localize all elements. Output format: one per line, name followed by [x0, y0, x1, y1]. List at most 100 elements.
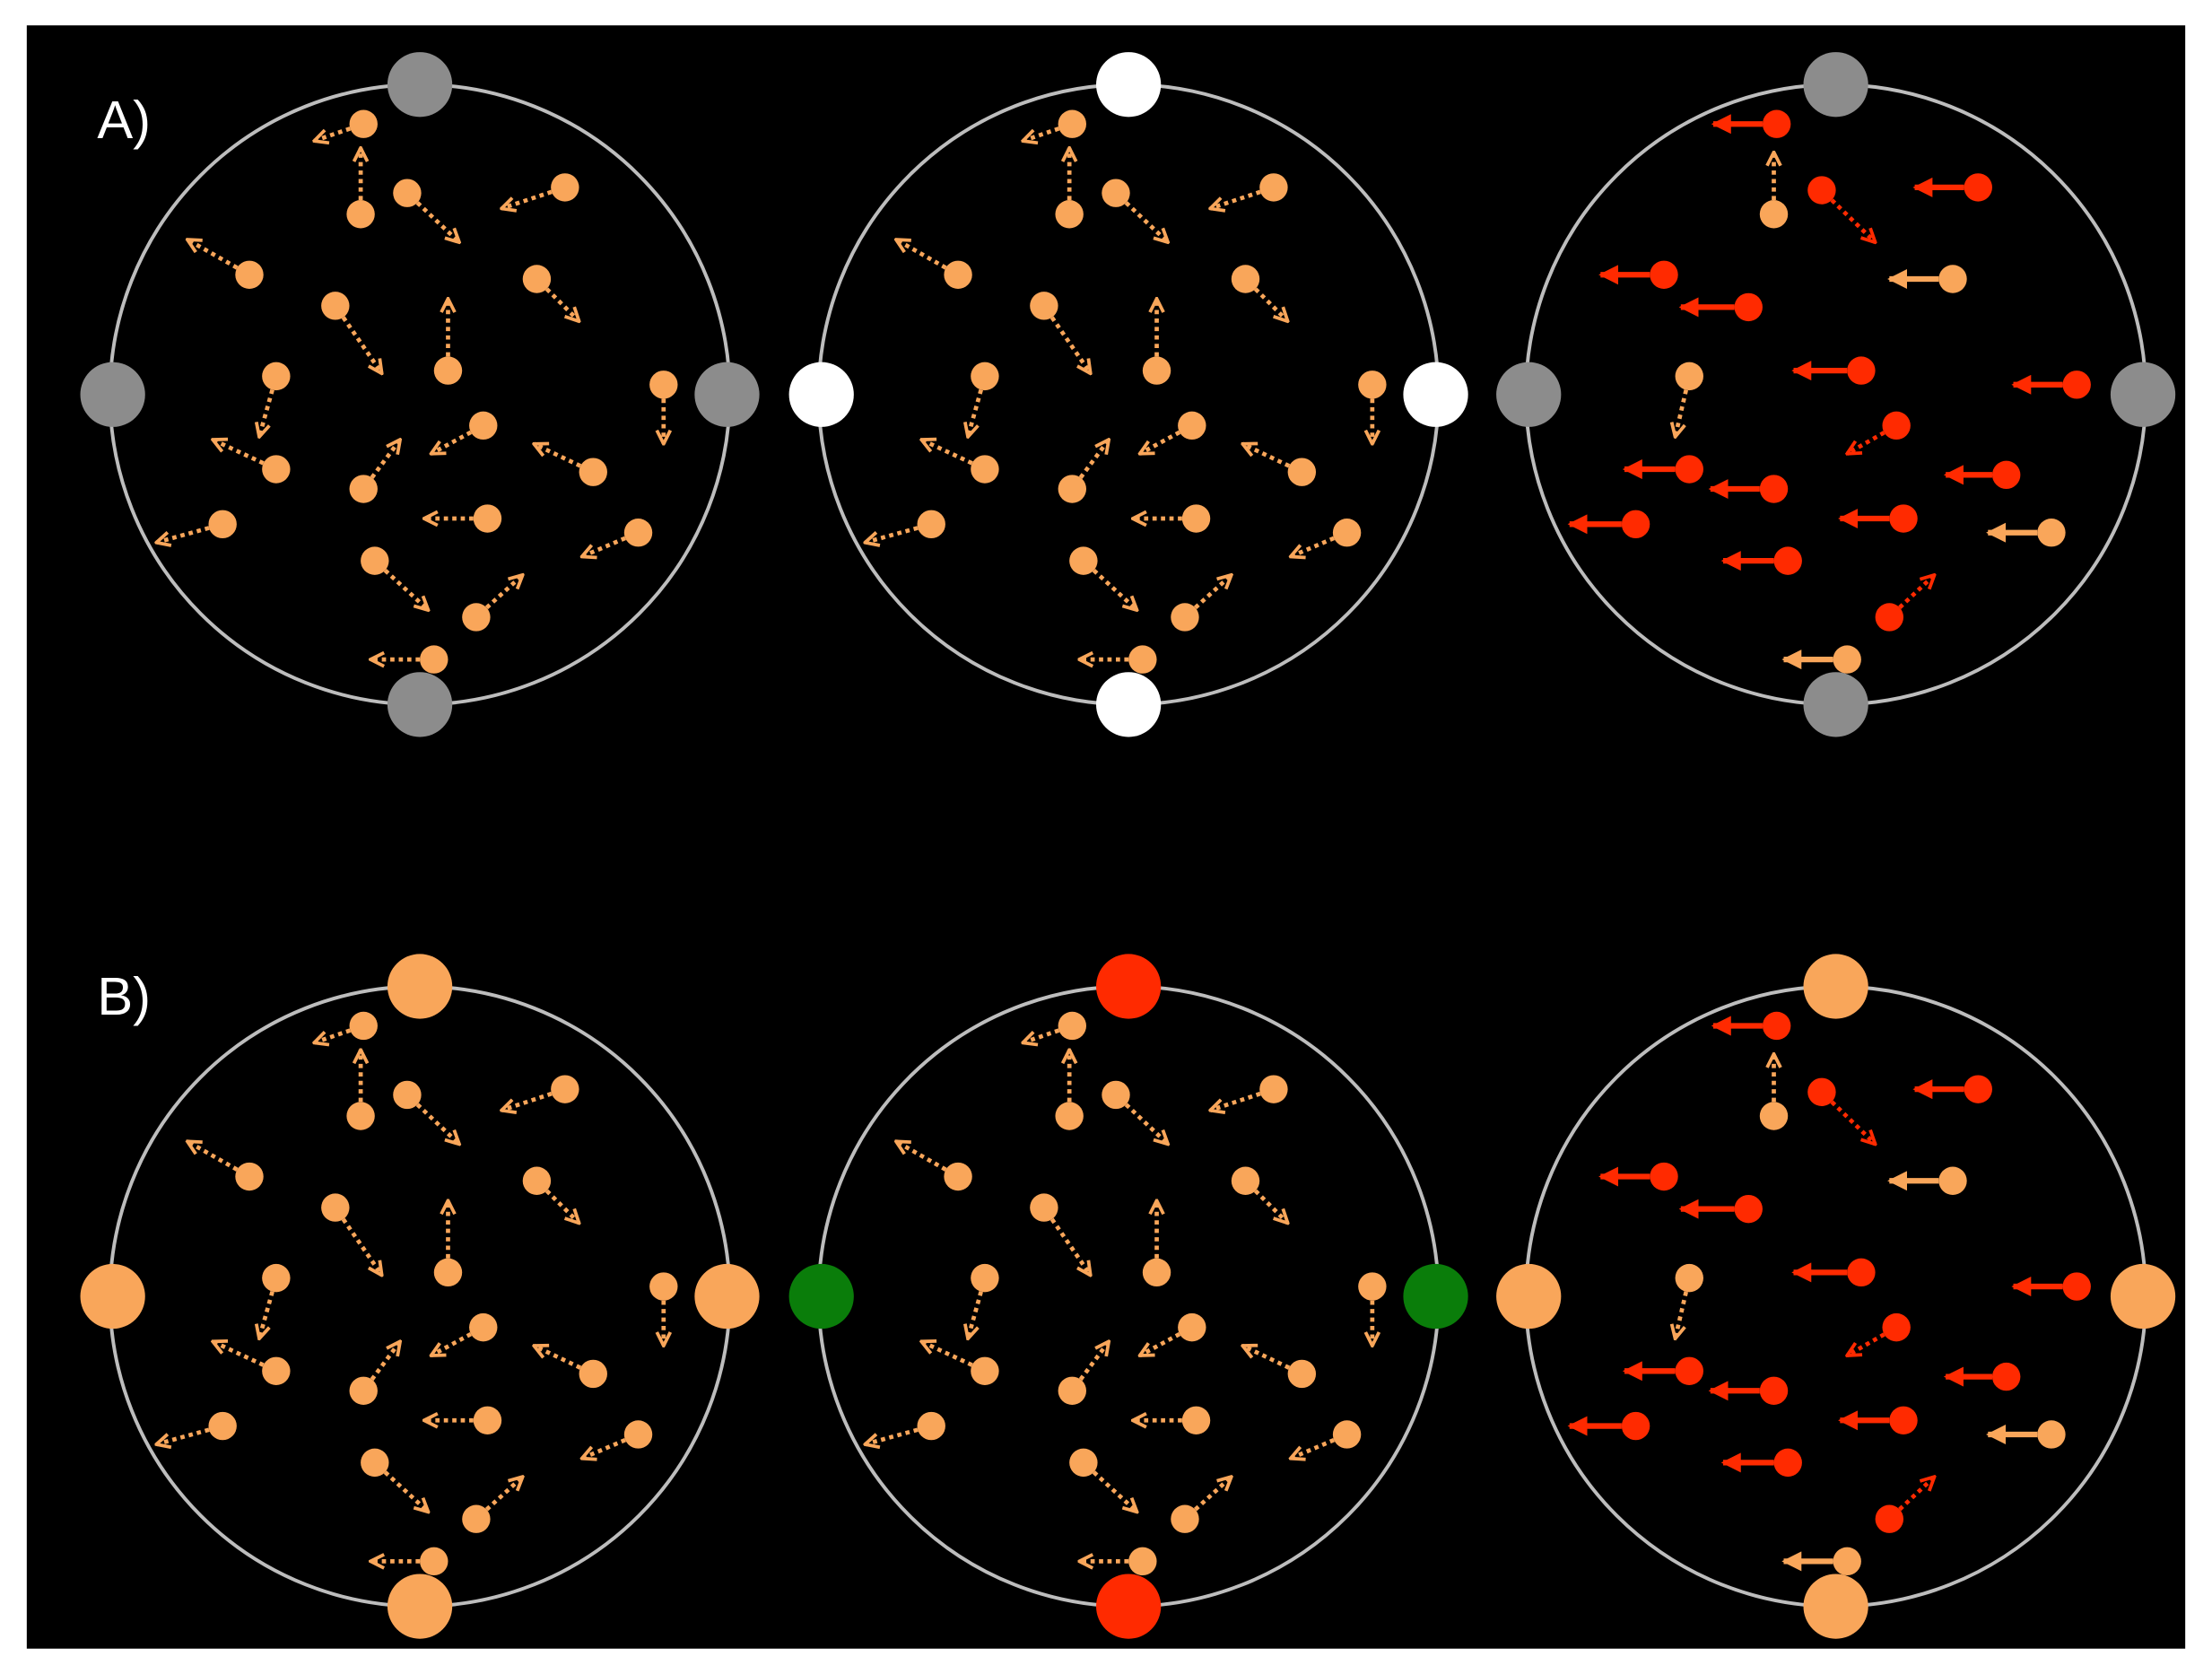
agent — [349, 1011, 378, 1041]
agent — [1807, 176, 1836, 205]
agent — [1181, 504, 1211, 533]
agent — [349, 109, 378, 138]
agent — [1171, 1504, 1199, 1533]
arrow — [501, 1091, 553, 1111]
arrow — [1210, 1091, 1261, 1111]
boundary-node — [788, 1263, 854, 1330]
agent — [1847, 356, 1876, 385]
agent — [1833, 645, 1861, 674]
background — [26, 25, 2186, 1649]
boundary-node — [2110, 1263, 2176, 1330]
agent — [1991, 1362, 2021, 1391]
agent — [944, 260, 972, 289]
agent — [235, 260, 264, 289]
arrow — [341, 1217, 382, 1275]
agent — [522, 265, 552, 293]
arrow — [314, 126, 352, 141]
agent — [208, 510, 237, 539]
arrow — [1830, 1100, 1875, 1144]
agent — [420, 645, 448, 674]
agent — [462, 1504, 491, 1533]
boundary-node — [1803, 954, 1868, 1019]
arrow — [341, 316, 382, 373]
arrow — [534, 1346, 582, 1370]
boundary-node — [387, 52, 453, 118]
arrow — [1049, 1217, 1091, 1275]
boundary-node — [1096, 1574, 1162, 1639]
arrow — [865, 1427, 919, 1444]
agent — [1128, 1547, 1157, 1576]
arrow — [896, 240, 947, 270]
arrow — [187, 1141, 239, 1172]
agent — [1102, 179, 1130, 207]
agent — [1058, 1376, 1087, 1405]
agent — [1358, 1272, 1387, 1301]
arrow — [1023, 1028, 1060, 1043]
agent — [1773, 1448, 1802, 1478]
agent — [1759, 1376, 1789, 1405]
agent — [349, 1376, 378, 1405]
arrow — [383, 1470, 428, 1512]
arrow — [415, 201, 459, 242]
agent — [1759, 475, 1789, 503]
agent — [1178, 1312, 1206, 1342]
agent — [1069, 1448, 1098, 1478]
agent — [361, 546, 389, 575]
agent — [1675, 362, 1703, 391]
agent — [971, 455, 999, 484]
agent — [469, 1312, 498, 1342]
agent — [1171, 603, 1199, 632]
agent — [1142, 356, 1171, 385]
agent — [321, 292, 350, 320]
agent — [2062, 1272, 2091, 1301]
agent — [2037, 519, 2066, 547]
arrow — [1242, 1346, 1291, 1370]
arrow — [415, 1103, 459, 1144]
boundary-node — [1496, 362, 1562, 427]
agent — [944, 1162, 972, 1191]
arrow — [156, 1427, 210, 1444]
boundary-node — [387, 1574, 453, 1639]
boundary-node — [1496, 1263, 1562, 1330]
agent — [262, 1263, 291, 1293]
boundary-node — [694, 362, 760, 427]
boundary-node — [1803, 672, 1868, 737]
agent — [473, 1406, 502, 1434]
agent — [1058, 109, 1087, 138]
panel-label: B) — [97, 966, 151, 1026]
agent — [1964, 1075, 1992, 1103]
arrow — [1847, 431, 1885, 454]
agent — [1762, 1011, 1791, 1041]
agent — [1055, 200, 1084, 229]
agent — [1762, 109, 1791, 138]
arrow — [431, 430, 473, 456]
arrow — [896, 1141, 947, 1172]
boundary-node — [1096, 954, 1162, 1019]
boundary-node — [387, 954, 453, 1019]
agent — [649, 371, 678, 399]
agent — [208, 1411, 237, 1441]
panel-label: A) — [97, 90, 151, 150]
boundary-node — [387, 672, 453, 737]
arrow — [921, 1341, 973, 1367]
arrow — [1124, 1103, 1168, 1144]
arrow — [314, 1028, 352, 1043]
agent — [393, 179, 422, 207]
agent — [1332, 1420, 1362, 1449]
arrow — [1092, 569, 1136, 610]
boundary-node — [80, 362, 145, 427]
agent — [1231, 1166, 1260, 1195]
arrow — [156, 526, 210, 542]
agent — [1964, 173, 1992, 202]
agent — [1231, 265, 1260, 293]
agent — [1142, 1258, 1171, 1287]
agent — [1358, 371, 1387, 399]
agent — [551, 173, 579, 202]
agent — [579, 1359, 607, 1389]
agent — [1882, 1312, 1911, 1342]
agent — [1055, 1102, 1084, 1130]
arrow — [921, 440, 973, 466]
agent — [1259, 1075, 1288, 1103]
agent — [1734, 1194, 1763, 1224]
